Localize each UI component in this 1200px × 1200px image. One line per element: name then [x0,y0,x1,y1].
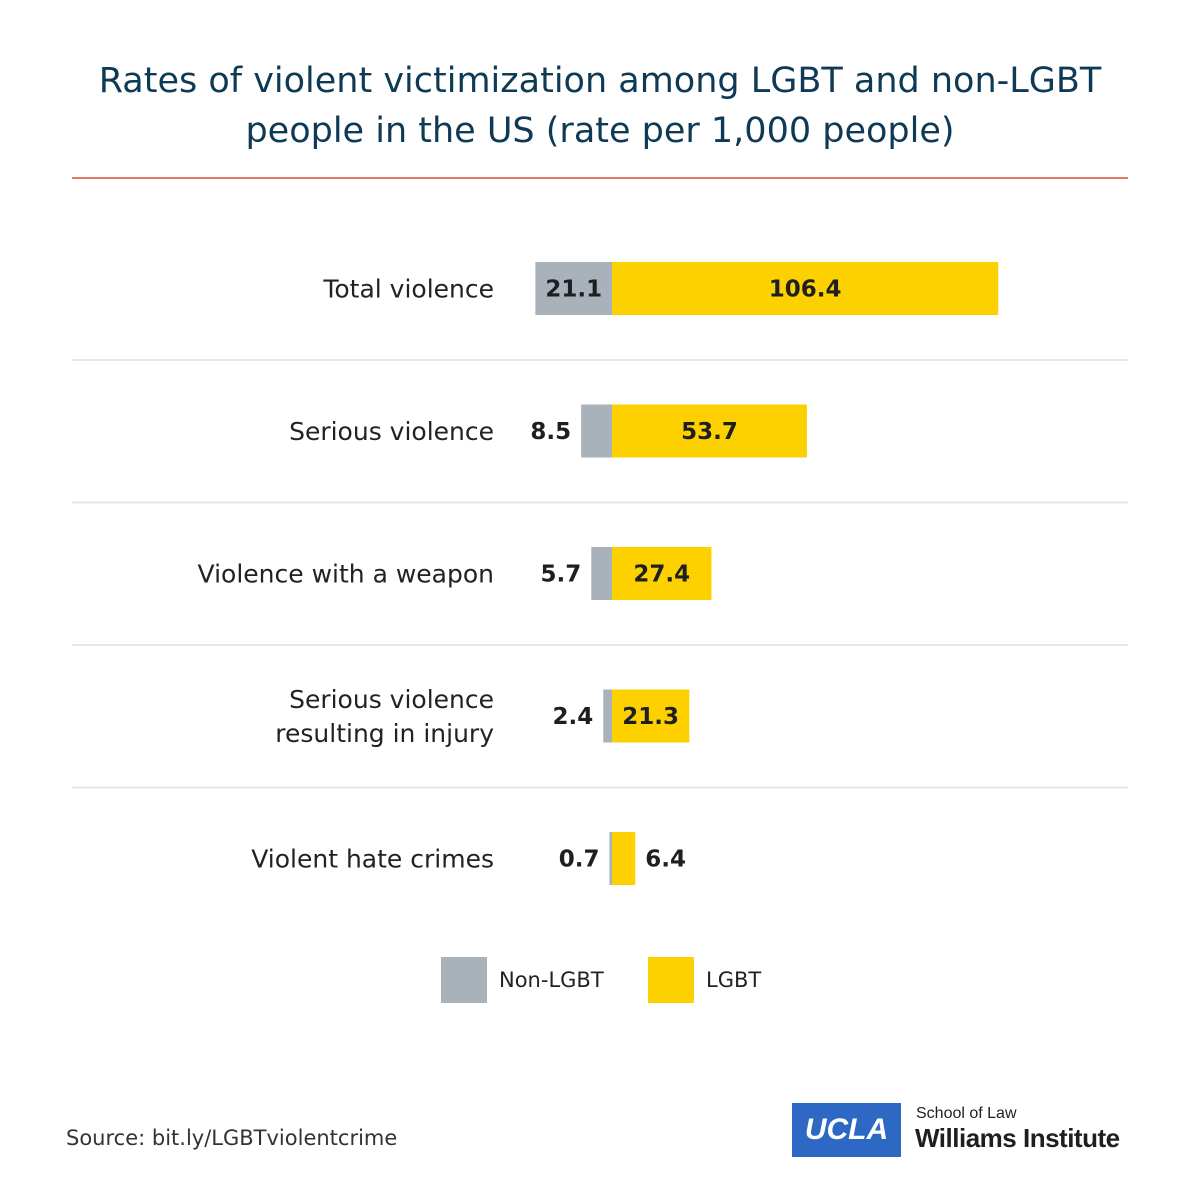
bar-non-lgbt [609,832,612,885]
value-label-non-lgbt: 21.1 [545,277,602,303]
bar-chart: Total violence 21.1 106.4 Serious violence 8… [72,262,1128,1003]
ucla-logo-box: UCLA [792,1103,901,1157]
value-label-lgbt: 53.7 [681,419,738,445]
value-label-non-lgbt: 0.7 [559,847,600,873]
bar-non-lgbt [535,262,612,315]
title-divider [72,177,1128,179]
legend-swatch-lgbt [648,957,694,1003]
bar-non-lgbt [591,547,612,600]
category-label: Total violence [322,275,494,304]
source-note: Source: bit.ly/LGBTviolentcrime [66,1126,398,1150]
value-label-lgbt: 21.3 [622,704,679,730]
value-label-lgbt: 6.4 [645,847,686,873]
category-label: Violent hate crimes [251,845,494,874]
value-label-lgbt: 27.4 [633,562,690,588]
category-label: resulting in injury [275,719,494,748]
value-label-non-lgbt: 8.5 [530,419,571,445]
category-label: Serious violence [289,685,494,714]
legend-label-lgbt: LGBT [706,968,761,992]
value-label-non-lgbt: 2.4 [553,704,594,730]
category-label: Violence with a weapon [198,560,494,589]
logo-school-of-law: School of Law [916,1105,1017,1122]
bar-lgbt [612,547,712,600]
logo-williams-institute: Williams Institute [915,1123,1120,1153]
category-label: Serious violence [289,417,494,446]
legend-swatch-non-lgbt [441,957,487,1003]
value-label-non-lgbt: 5.7 [541,562,582,588]
bar-lgbt [612,832,636,885]
bar-lgbt [612,689,690,743]
value-label-lgbt: 106.4 [769,277,842,303]
bar-non-lgbt [603,689,612,743]
bar-lgbt [612,262,999,315]
bar-non-lgbt [581,404,612,458]
bar-lgbt [612,404,807,458]
chart-title: Rates of violent victimization among LGB… [98,61,1102,151]
legend-label-non-lgbt: Non-LGBT [499,968,604,992]
